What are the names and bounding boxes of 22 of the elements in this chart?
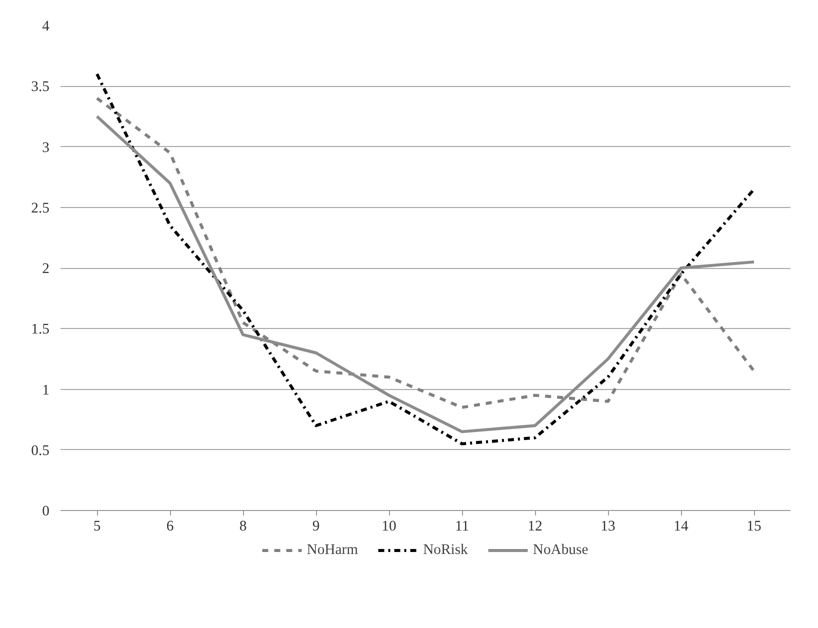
y-tick-label: 4	[42, 18, 50, 34]
y-tick-label: 1.5	[31, 322, 50, 338]
x-tick-label: 8	[239, 518, 247, 534]
y-tick-label: 3.5	[31, 79, 50, 96]
y-tick-label: 0.5	[31, 442, 50, 459]
y-tick-label: 2	[42, 261, 50, 277]
y-tick-label: 3	[42, 140, 50, 156]
x-tick-label: 14	[674, 518, 689, 534]
legend-label: NoHarm	[306, 542, 358, 558]
x-tick-label: 10	[382, 518, 396, 534]
x-tick-label: 11	[454, 518, 470, 534]
x-tick-label: 13	[600, 518, 616, 534]
y-tick-label: 0	[42, 504, 50, 520]
x-tick-label: 15	[746, 518, 762, 534]
x-tick-label: 9	[312, 518, 320, 534]
x-tick-label: 5	[93, 518, 101, 534]
x-tick-label: 6	[166, 518, 174, 534]
legend-label: NoAbuse	[532, 542, 588, 558]
x-tick-label: 12	[528, 518, 542, 534]
legend-label: NoRisk	[423, 542, 468, 558]
y-tick-label: 1	[42, 382, 50, 398]
y-tick-label: 2.5	[31, 200, 50, 216]
